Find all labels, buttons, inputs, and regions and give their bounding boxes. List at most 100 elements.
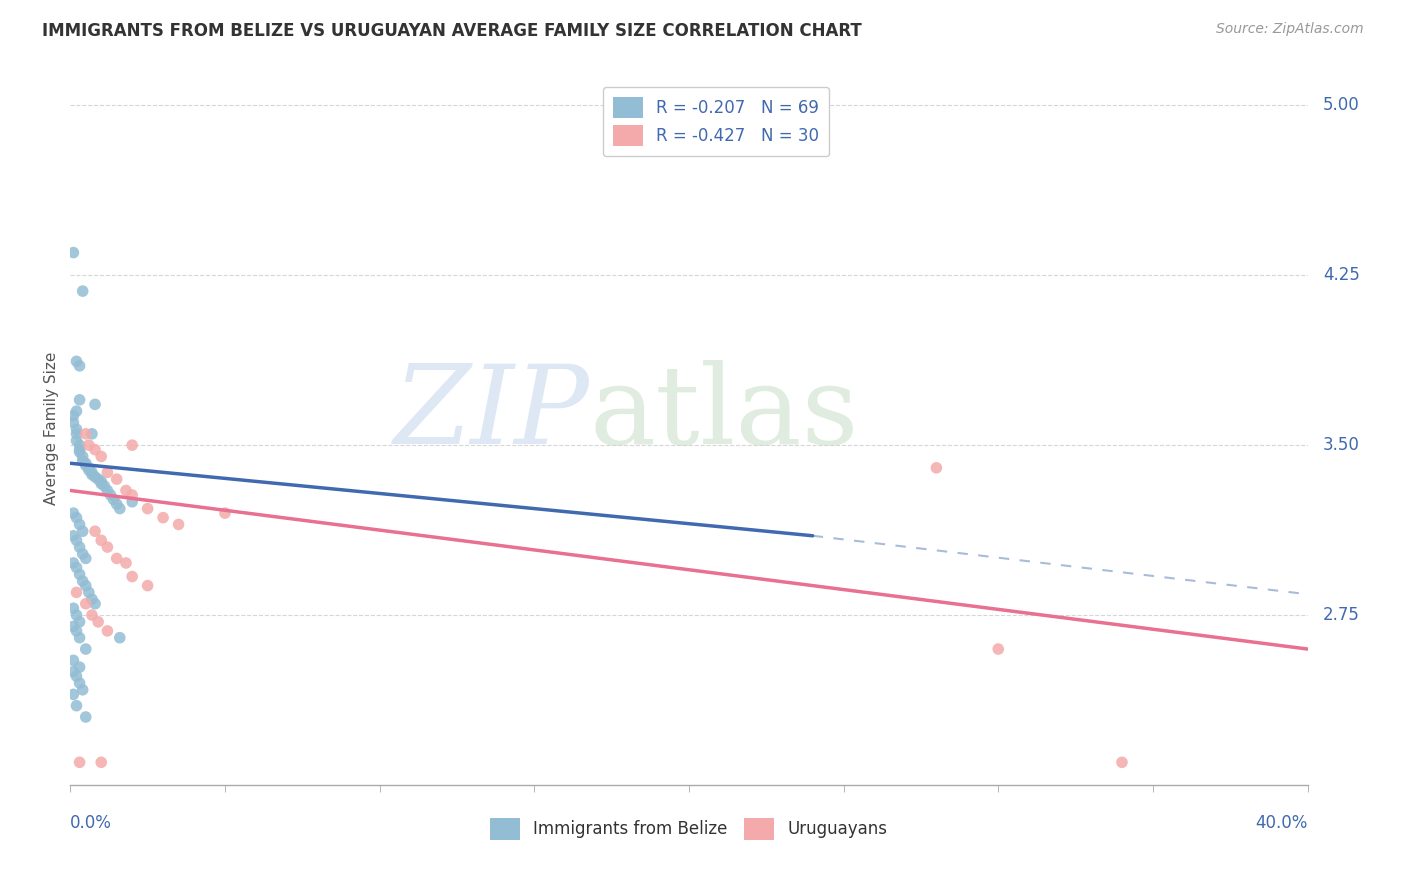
- Point: [75, 597, 97, 611]
- Point: [80, 592, 103, 607]
- Point: [80, 608, 103, 623]
- Text: ZIP: ZIP: [394, 360, 591, 467]
- Point: [121, 569, 143, 583]
- Point: [214, 506, 236, 520]
- Point: [62, 665, 84, 679]
- Point: [62, 416, 84, 430]
- Text: IMMIGRANTS FROM BELIZE VS URUGUAYAN AVERAGE FAMILY SIZE CORRELATION CHART: IMMIGRANTS FROM BELIZE VS URUGUAYAN AVER…: [42, 22, 862, 40]
- Point: [69, 540, 91, 554]
- Point: [87, 472, 110, 486]
- Point: [72, 284, 94, 298]
- Point: [62, 601, 84, 615]
- Point: [90, 533, 112, 548]
- Point: [65, 422, 87, 436]
- Point: [96, 466, 118, 480]
- Text: 0.0%: 0.0%: [70, 814, 112, 831]
- Point: [108, 631, 131, 645]
- Point: [62, 687, 84, 701]
- Text: Source: ZipAtlas.com: Source: ZipAtlas.com: [1216, 22, 1364, 37]
- Point: [121, 495, 143, 509]
- Point: [72, 454, 94, 468]
- Point: [115, 556, 138, 570]
- Point: [62, 619, 84, 633]
- Point: [65, 698, 87, 713]
- Point: [84, 524, 107, 539]
- Point: [72, 574, 94, 588]
- Point: [77, 460, 100, 475]
- Text: 40.0%: 40.0%: [1256, 814, 1308, 831]
- Text: 2.75: 2.75: [1323, 606, 1360, 624]
- Point: [136, 501, 159, 516]
- Text: atlas: atlas: [591, 360, 859, 467]
- Point: [62, 506, 84, 520]
- Point: [69, 445, 91, 459]
- Point: [69, 517, 91, 532]
- Point: [65, 404, 87, 418]
- Point: [105, 472, 128, 486]
- Point: [65, 426, 87, 441]
- Point: [90, 756, 112, 770]
- Point: [65, 669, 87, 683]
- Point: [65, 434, 87, 448]
- Point: [69, 442, 91, 457]
- Point: [65, 560, 87, 574]
- Point: [80, 466, 103, 480]
- Point: [65, 533, 87, 548]
- Point: [121, 488, 143, 502]
- Point: [62, 653, 84, 667]
- Text: 4.25: 4.25: [1323, 266, 1360, 285]
- Point: [167, 517, 190, 532]
- Point: [90, 475, 112, 489]
- Point: [72, 682, 94, 697]
- Point: [96, 624, 118, 638]
- Point: [96, 483, 118, 498]
- Point: [65, 608, 87, 623]
- Point: [65, 624, 87, 638]
- Point: [75, 551, 97, 566]
- Point: [100, 488, 122, 502]
- Point: [62, 529, 84, 543]
- Point: [65, 510, 87, 524]
- Point: [84, 442, 107, 457]
- Point: [72, 524, 94, 539]
- Point: [108, 501, 131, 516]
- Point: [90, 476, 112, 491]
- Text: 5.00: 5.00: [1323, 96, 1360, 114]
- Point: [75, 426, 97, 441]
- Point: [65, 585, 87, 599]
- Point: [69, 359, 91, 373]
- Point: [69, 676, 91, 690]
- Point: [121, 438, 143, 452]
- Point: [80, 426, 103, 441]
- Point: [69, 438, 91, 452]
- Point: [93, 479, 115, 493]
- Point: [65, 354, 87, 368]
- Point: [69, 392, 91, 407]
- Point: [69, 615, 91, 629]
- Point: [75, 642, 97, 657]
- Point: [62, 556, 84, 570]
- Point: [62, 245, 84, 260]
- Point: [84, 470, 107, 484]
- Point: [152, 510, 174, 524]
- Point: [105, 551, 128, 566]
- Point: [136, 579, 159, 593]
- Point: [69, 567, 91, 582]
- Point: [75, 458, 97, 473]
- Point: [69, 756, 91, 770]
- Point: [77, 438, 100, 452]
- Point: [72, 450, 94, 464]
- Point: [75, 456, 97, 470]
- Legend: Immigrants from Belize, Uruguayans: Immigrants from Belize, Uruguayans: [482, 810, 896, 848]
- Y-axis label: Average Family Size: Average Family Size: [44, 351, 59, 505]
- Point: [69, 631, 91, 645]
- Point: [90, 450, 112, 464]
- Point: [75, 579, 97, 593]
- Text: 3.50: 3.50: [1323, 436, 1360, 454]
- Point: [77, 463, 100, 477]
- Point: [84, 597, 107, 611]
- Point: [72, 547, 94, 561]
- Point: [925, 460, 948, 475]
- Point: [103, 492, 125, 507]
- Point: [96, 540, 118, 554]
